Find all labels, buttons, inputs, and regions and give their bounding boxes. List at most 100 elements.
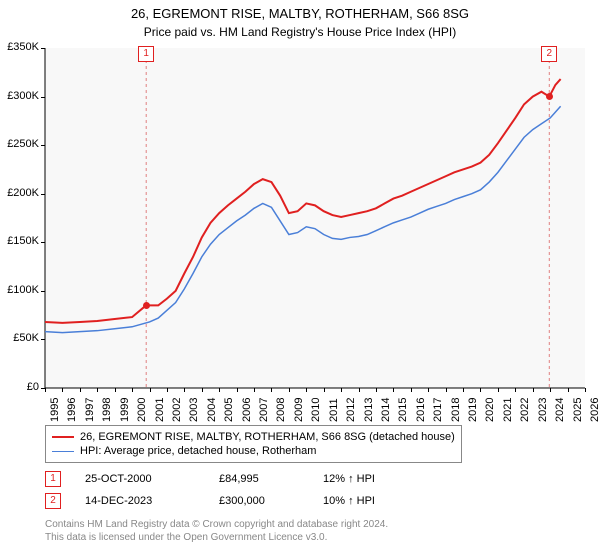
x-axis-label: 2021 (502, 398, 514, 422)
x-tick (254, 388, 255, 392)
legend-row: 26, EGREMONT RISE, MALTBY, ROTHERHAM, S6… (52, 430, 455, 444)
footer-line1: Contains HM Land Registry data © Crown c… (45, 518, 388, 531)
x-axis-label: 2010 (310, 398, 322, 422)
legend-swatch (52, 436, 74, 438)
footer-attribution: Contains HM Land Registry data © Crown c… (45, 518, 388, 544)
series-line (45, 106, 561, 332)
y-tick (41, 194, 45, 195)
transaction-rows: 125-OCT-2000£84,99512% ↑ HPI214-DEC-2023… (45, 468, 375, 512)
x-tick (498, 388, 499, 392)
x-tick (306, 388, 307, 392)
y-axis-label: £250K (0, 138, 39, 150)
x-tick (97, 388, 98, 392)
event-marker-box: 2 (541, 46, 557, 62)
x-axis-label: 2014 (380, 398, 392, 422)
legend: 26, EGREMONT RISE, MALTBY, ROTHERHAM, S6… (45, 425, 462, 463)
x-tick (289, 388, 290, 392)
x-tick (411, 388, 412, 392)
x-axis-label: 1998 (101, 398, 113, 422)
x-tick (341, 388, 342, 392)
legend-label: 26, EGREMONT RISE, MALTBY, ROTHERHAM, S6… (80, 431, 455, 443)
series-line (45, 79, 561, 323)
x-tick (132, 388, 133, 392)
x-axis-label: 2019 (467, 398, 479, 422)
y-axis-label: £350K (0, 41, 39, 53)
transaction-vs-hpi: 12% ↑ HPI (323, 473, 375, 485)
transaction-row: 1 25-OCT-2000 £84,995 12% ↑ HPI (45, 468, 375, 490)
transaction-price: £84,995 (219, 473, 299, 485)
transaction-row: 214-DEC-2023£300,00010% ↑ HPI (45, 490, 375, 512)
x-tick (585, 388, 586, 392)
y-axis-label: £200K (0, 187, 39, 199)
x-tick (184, 388, 185, 392)
x-tick (115, 388, 116, 392)
x-tick (237, 388, 238, 392)
x-axis-label: 2016 (415, 398, 427, 422)
x-tick (150, 388, 151, 392)
event-marker-dot (143, 302, 150, 309)
x-axis-label: 2000 (136, 398, 148, 422)
x-tick (376, 388, 377, 392)
x-axis-label: 2011 (328, 398, 340, 422)
y-axis-label: £300K (0, 90, 39, 102)
x-tick (167, 388, 168, 392)
y-tick (41, 291, 45, 292)
x-axis-label: 2013 (363, 398, 375, 422)
x-axis-label: 2003 (188, 398, 200, 422)
y-axis-label: £150K (0, 235, 39, 247)
y-tick (41, 48, 45, 49)
transaction-price: £300,000 (219, 495, 299, 507)
legend-swatch (52, 451, 74, 452)
x-tick (550, 388, 551, 392)
x-axis-label: 1995 (49, 398, 61, 422)
legend-row: HPI: Average price, detached house, Roth… (52, 444, 455, 458)
x-axis-label: 2012 (345, 398, 357, 422)
chart-container: 26, EGREMONT RISE, MALTBY, ROTHERHAM, S6… (0, 0, 600, 560)
x-tick (62, 388, 63, 392)
x-axis-label: 2022 (519, 398, 531, 422)
x-axis-label: 1999 (119, 398, 131, 422)
event-marker-dot (546, 93, 553, 100)
x-tick (324, 388, 325, 392)
footer-line2: This data is licensed under the Open Gov… (45, 531, 388, 544)
x-tick (219, 388, 220, 392)
x-axis-label: 2001 (154, 398, 166, 422)
x-tick (202, 388, 203, 392)
y-tick (41, 145, 45, 146)
x-tick (428, 388, 429, 392)
x-tick (533, 388, 534, 392)
x-axis-label: 2025 (572, 398, 584, 422)
x-tick (80, 388, 81, 392)
transaction-marker: 1 (45, 471, 61, 487)
event-marker-box: 1 (138, 46, 154, 62)
x-axis-label: 2015 (397, 398, 409, 422)
x-axis-label: 2020 (484, 398, 496, 422)
x-tick (446, 388, 447, 392)
x-axis-label: 2007 (258, 398, 270, 422)
transaction-date: 25-OCT-2000 (85, 473, 195, 485)
x-axis-label: 2017 (432, 398, 444, 422)
x-tick (271, 388, 272, 392)
x-axis-label: 2024 (554, 398, 566, 422)
y-tick (41, 242, 45, 243)
x-axis-label: 2023 (537, 398, 549, 422)
x-tick (480, 388, 481, 392)
x-tick (359, 388, 360, 392)
transaction-vs-hpi: 10% ↑ HPI (323, 495, 375, 507)
y-axis-label: £100K (0, 284, 39, 296)
y-tick (41, 339, 45, 340)
x-axis-label: 2026 (589, 398, 600, 422)
x-axis-label: 2008 (275, 398, 287, 422)
x-axis-label: 2002 (171, 398, 183, 422)
x-tick (393, 388, 394, 392)
x-tick (45, 388, 46, 392)
x-axis-label: 2018 (450, 398, 462, 422)
legend-label: HPI: Average price, detached house, Roth… (80, 445, 316, 457)
x-tick (515, 388, 516, 392)
x-axis-label: 2004 (206, 398, 218, 422)
y-tick (41, 97, 45, 98)
x-axis-label: 2005 (223, 398, 235, 422)
x-axis-label: 1996 (66, 398, 78, 422)
transaction-date: 14-DEC-2023 (85, 495, 195, 507)
x-axis-label: 2006 (241, 398, 253, 422)
